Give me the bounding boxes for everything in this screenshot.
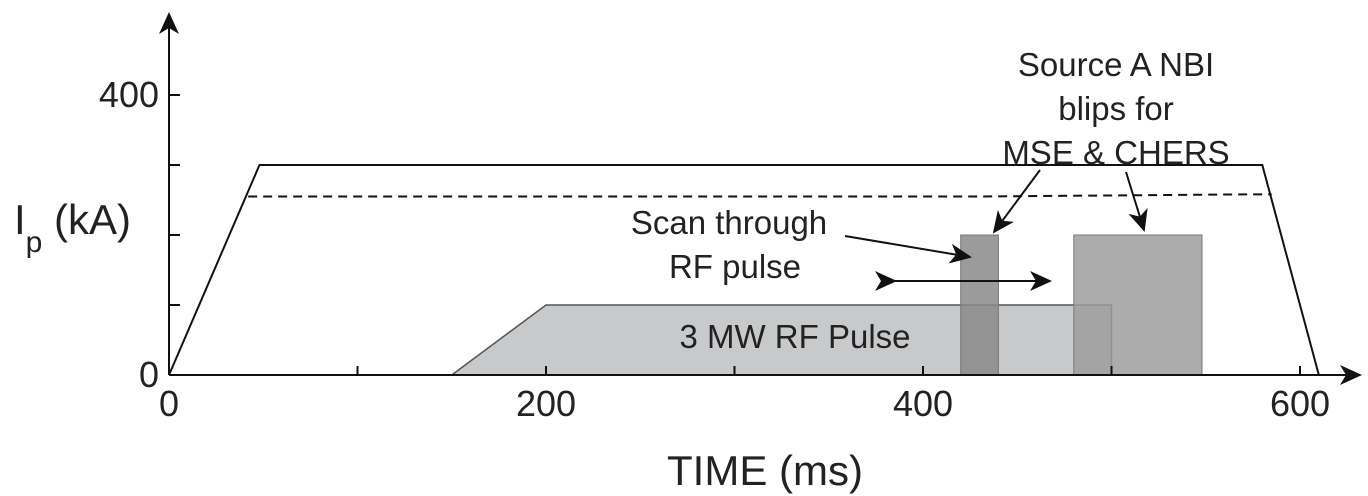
annotation-scan-line1: Scan through [631, 204, 827, 241]
axes: 0 200 400 600 0 400 TIME (ms) Ip (kA) [14, 12, 1362, 494]
arrow-nbi-left [992, 169, 1041, 234]
y-axis-title: Ip (kA) [14, 196, 131, 259]
annotation-nbi-line1: Source A NBI [1018, 46, 1214, 83]
x-tick-label: 0 [159, 383, 179, 424]
nbi-blip-2 [1073, 234, 1203, 376]
arrow-nbi-right [1125, 171, 1148, 232]
annotations: Source A NBI blips for MSE & CHERS Scan … [631, 46, 1230, 355]
x-tick-label: 200 [516, 383, 576, 424]
x-tick-label: 600 [1270, 383, 1330, 424]
arrow-scan [844, 235, 972, 264]
annotation-rf-pulse: 3 MW RF Pulse [679, 318, 910, 355]
y-tick-label: 400 [99, 74, 159, 115]
plasma-current-trace [168, 164, 1320, 376]
x-axis-title: TIME (ms) [667, 447, 863, 494]
annotation-scan-line2: RF pulse [669, 248, 801, 285]
x-tick-label: 400 [893, 383, 953, 424]
y-tick-label: 0 [139, 354, 159, 395]
annotation-nbi-line3: MSE & CHERS [1002, 134, 1229, 171]
current-traces [168, 164, 1320, 376]
dashed-trace [248, 193, 1272, 198]
annotation-nbi-line2: blips for [1058, 90, 1174, 127]
